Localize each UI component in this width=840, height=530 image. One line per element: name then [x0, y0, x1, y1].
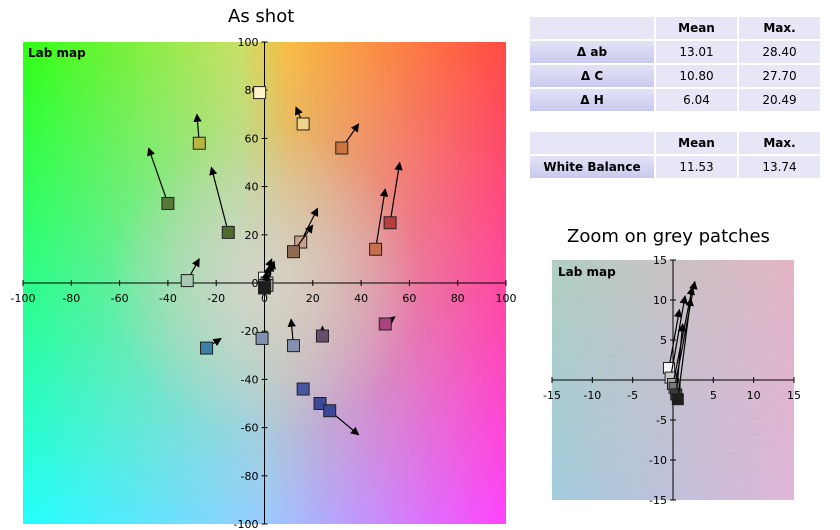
- patch-square: [161, 196, 175, 210]
- patch-square: [296, 117, 310, 131]
- row-label: Δ ab: [530, 41, 654, 63]
- patch-error-arrow: [147, 147, 169, 204]
- x-tick-label: 40: [354, 292, 368, 305]
- patch-square: [192, 136, 206, 150]
- row-mean: 10.80: [656, 65, 737, 87]
- y-tick-label: 10: [653, 294, 667, 307]
- row-label: Δ H: [530, 89, 654, 111]
- table-row: White Balance 11.53 13.74: [530, 156, 820, 178]
- wb-table-header: Mean Max.: [530, 132, 820, 154]
- y-tick-label: -40: [241, 373, 259, 386]
- x-tick-label: -80: [62, 292, 80, 305]
- patch-error-arrow: [209, 166, 229, 233]
- y-tick-label: -60: [241, 422, 259, 435]
- error-header-max: Max.: [739, 17, 820, 39]
- y-tick-label: -80: [241, 470, 259, 483]
- error-header-blank: [530, 17, 654, 39]
- patch-square: [255, 331, 269, 345]
- x-tick-label: 60: [402, 292, 416, 305]
- patch-square: [313, 397, 327, 410]
- main-chart-title: As shot: [228, 6, 295, 27]
- x-tick-label: 0: [261, 292, 268, 305]
- patch-square: [369, 242, 383, 256]
- table-row: Δ ab 13.01 28.40: [530, 41, 820, 63]
- main-patch-marks: [147, 86, 403, 436]
- y-tick-label: 20: [245, 229, 259, 242]
- x-tick-label: 20: [306, 292, 320, 305]
- error-table-header: Mean Max.: [530, 17, 820, 39]
- patch-error-arrow: [677, 297, 694, 400]
- row-mean: 11.53: [656, 156, 737, 178]
- patch-square: [383, 216, 397, 230]
- patch-square: [323, 404, 337, 418]
- patch-square: [258, 281, 271, 295]
- row-max: 13.74: [739, 156, 820, 178]
- x-tick-label: -60: [111, 292, 129, 305]
- patch-square: [315, 329, 329, 343]
- zoom-chart-title: Zoom on grey patches: [567, 226, 770, 247]
- patch-square: [286, 339, 300, 353]
- white-balance-table: Mean Max. White Balance 11.53 13.74: [528, 130, 822, 180]
- x-tick-label: -5: [627, 389, 638, 402]
- zoom-plot-label: Lab map: [558, 265, 616, 279]
- x-tick-label: -20: [207, 292, 225, 305]
- main-plot-label: Lab map: [28, 46, 86, 60]
- table-row: Δ C 10.80 27.70: [530, 65, 820, 87]
- row-max: 27.70: [739, 65, 820, 87]
- y-tick-label: -15: [649, 494, 667, 507]
- x-tick-label: 80: [451, 292, 465, 305]
- patch-error-arrow: [374, 188, 389, 250]
- x-tick-label: 5: [710, 389, 717, 402]
- y-tick-label: 15: [653, 254, 667, 267]
- row-max: 28.40: [739, 41, 820, 63]
- patch-square: [335, 141, 349, 155]
- table-row: Δ H 6.04 20.49: [530, 89, 820, 111]
- row-label: White Balance: [530, 156, 654, 178]
- y-tick-label: 40: [245, 181, 259, 194]
- y-tick-label: 100: [238, 36, 259, 49]
- patch-square: [378, 317, 392, 331]
- patch-error-arrow: [389, 161, 403, 223]
- zoom-patch-marks: [662, 280, 698, 406]
- patch-square: [180, 274, 194, 288]
- x-tick-label: -100: [11, 292, 36, 305]
- wb-header-mean: Mean: [656, 132, 737, 154]
- patch-square: [253, 86, 267, 100]
- y-tick-label: -100: [234, 518, 259, 530]
- y-tick-label: -20: [241, 325, 259, 338]
- patch-error-arrow: [669, 295, 688, 378]
- x-tick-label: -10: [583, 389, 601, 402]
- row-max: 20.49: [739, 89, 820, 111]
- error-header-mean: Mean: [656, 17, 737, 39]
- x-tick-label: 100: [496, 292, 517, 305]
- row-label: Δ C: [530, 65, 654, 87]
- patch-error-arrow: [675, 323, 687, 395]
- patch-square: [296, 382, 310, 396]
- patch-square: [286, 245, 300, 259]
- y-tick-label: 0: [252, 277, 259, 290]
- x-tick-label: 10: [747, 389, 761, 402]
- y-tick-label: -5: [656, 414, 667, 427]
- x-tick-label: 15: [787, 389, 801, 402]
- x-tick-label: -15: [543, 389, 561, 402]
- patch-error-arrow: [668, 308, 683, 369]
- x-tick-label: -40: [159, 292, 177, 305]
- y-tick-label: -10: [649, 454, 667, 467]
- row-mean: 13.01: [656, 41, 737, 63]
- wb-header-blank: [530, 132, 654, 154]
- color-error-table: Mean Max. Δ ab 13.01 28.40 Δ C 10.80 27.…: [528, 15, 822, 113]
- main-axes: -100 -80 -60 -40 -20 0 20 40 60 80 100 -100 -80 -60 -4…: [11, 36, 517, 530]
- patch-square: [200, 341, 214, 355]
- patch-square: [671, 393, 684, 406]
- row-mean: 6.04: [656, 89, 737, 111]
- wb-header-max: Max.: [739, 132, 820, 154]
- y-tick-label: 60: [245, 132, 259, 145]
- y-tick-label: 5: [660, 334, 667, 347]
- patch-square: [221, 225, 235, 239]
